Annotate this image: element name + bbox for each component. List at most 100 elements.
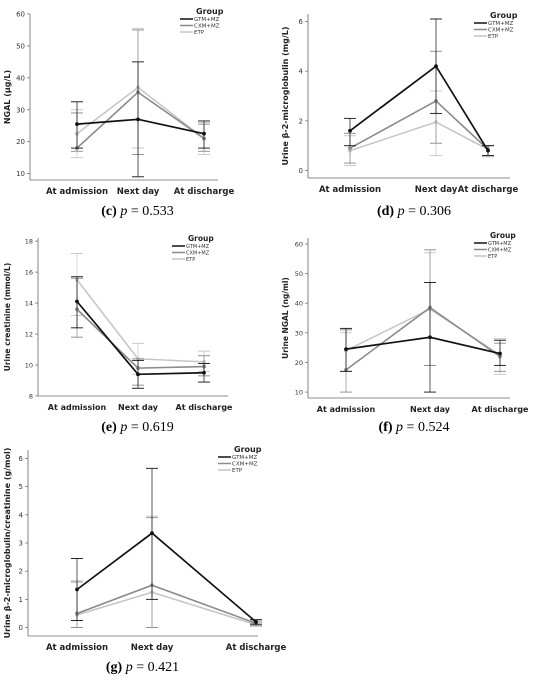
- y-tick-label: 10: [16, 170, 25, 178]
- x-tick-label: Next day: [117, 187, 160, 197]
- legend-entry: ETP: [488, 34, 499, 40]
- y-tick-label: 0: [299, 167, 303, 175]
- caption-value: = 0.533: [127, 204, 174, 219]
- data-point: [202, 131, 206, 136]
- series-line-etp: [76, 279, 205, 363]
- legend-title: Group: [490, 231, 516, 240]
- y-tick-label: 40: [295, 300, 303, 308]
- y-axis-label: Urine β-2-microglobulin (mg/L): [281, 26, 290, 165]
- legend-entry: ETP: [488, 254, 497, 260]
- caption-e: (e) p = 0.619: [0, 420, 275, 436]
- y-tick-label: 1: [19, 596, 23, 604]
- data-point: [136, 372, 140, 377]
- data-point: [75, 587, 79, 592]
- caption-f: (f) p = 0.524: [278, 420, 550, 436]
- x-tick-label: Next day: [415, 185, 458, 195]
- legend-entry: CXM+MZ: [232, 462, 258, 468]
- y-tick-label: 4: [19, 511, 24, 519]
- chart-svg-d: 0 2 4 6 At admission Next day At discharge Urin…: [281, 11, 519, 195]
- y-tick-label: 50: [295, 270, 303, 278]
- y-tick-label: 10: [295, 389, 303, 397]
- legend-entry: GTM+MZ: [232, 455, 258, 461]
- y-axis-label: NGAL (μg/L): [3, 70, 12, 124]
- y-tick-label: 6: [19, 455, 24, 463]
- legend-entry: CXM+MZ: [488, 28, 514, 34]
- chart-panel-c: 10 20 30 40 50 60 At admission Next day At disch…: [0, 0, 275, 232]
- data-point: [486, 148, 490, 153]
- y-tick-label: 0: [19, 624, 23, 632]
- legend-title: Group: [188, 234, 214, 243]
- caption-p: p: [396, 420, 404, 435]
- data-point: [136, 117, 140, 122]
- caption-value: = 0.619: [127, 420, 174, 435]
- legend-entry: GTM+MZ: [488, 241, 512, 247]
- x-tick-label: At admission: [317, 405, 376, 414]
- data-point: [434, 64, 438, 69]
- y-tick-label: 12: [25, 331, 33, 339]
- data-point: [75, 122, 79, 127]
- y-tick-label: 16: [25, 269, 33, 277]
- legend-entry: CXM+MZ: [488, 248, 512, 254]
- y-tick-label: 6: [299, 18, 304, 26]
- chart-panel-d: 0 2 4 6 At admission Next day At discharge Urin…: [278, 0, 550, 232]
- caption-letter: (d): [376, 204, 395, 219]
- caption-value: = 0.306: [404, 204, 452, 219]
- y-tick-label: 20: [295, 359, 303, 367]
- caption-d: (d) p = 0.306: [278, 204, 550, 220]
- y-axis-label: Urine β-2-microglobulin/creatinine (g/mo…: [3, 448, 12, 639]
- legend-entry: GTM+MZ: [488, 21, 514, 27]
- series-line-etp: [76, 591, 257, 626]
- data-point: [150, 531, 154, 536]
- data-point: [498, 351, 502, 356]
- y-tick-label: 2: [19, 568, 23, 576]
- series-line-gtm-mz: [76, 300, 205, 376]
- x-tick-label: At discharge: [176, 403, 234, 412]
- x-tick-label: At admission: [46, 187, 108, 197]
- data-point: [348, 128, 352, 133]
- caption-g: (g) p = 0.421: [0, 660, 285, 676]
- y-tick-label: 40: [16, 74, 25, 82]
- y-tick-label: 20: [16, 138, 25, 146]
- y-tick-label: 60: [16, 11, 25, 19]
- caption-p: p: [120, 420, 128, 435]
- y-axis-label: Urine creatinine (mmol/L): [3, 263, 12, 372]
- caption-letter: (c): [101, 204, 117, 219]
- y-tick-label: 4: [299, 68, 304, 76]
- legend-entry: CXM+MZ: [186, 251, 210, 257]
- y-tick-label: 30: [295, 329, 303, 337]
- chart-svg-f: 10 20 30 40 50 60 At admission Next day At disch…: [281, 231, 529, 414]
- x-tick-label: Next day: [131, 643, 174, 653]
- y-tick-label: 2: [299, 117, 303, 125]
- caption-value: = 0.421: [132, 660, 180, 675]
- y-tick-label: 18: [25, 238, 33, 246]
- y-tick-label: 10: [25, 362, 33, 370]
- legend-entry: ETP: [194, 30, 205, 36]
- y-tick-label: 8: [29, 393, 33, 401]
- caption-letter: (g): [105, 660, 123, 675]
- x-tick-label: Next day: [118, 403, 159, 412]
- caption-letter: (e): [101, 420, 117, 435]
- data-point: [348, 146, 352, 151]
- chart-panel-g: 0 1 2 3 4 5 6 At admission Next day At discharge U…: [0, 436, 286, 686]
- y-tick-label: 5: [19, 483, 23, 491]
- data-point: [428, 335, 432, 340]
- legend-entry: ETP: [232, 468, 243, 474]
- y-tick-label: 60: [295, 240, 303, 248]
- caption-p: p: [120, 204, 128, 219]
- caption-letter: (f): [378, 420, 393, 435]
- legend-entry: GTM+MZ: [194, 17, 220, 23]
- x-tick-label: At discharge: [458, 185, 519, 195]
- x-tick-label: Next day: [410, 405, 451, 414]
- legend-entry: GTM+MZ: [186, 244, 210, 250]
- caption-p: p: [125, 660, 133, 675]
- x-tick-label: At admission: [46, 643, 108, 653]
- chart-svg-e: 8 10 12 14 16 18 At admission Next day At discha…: [3, 234, 234, 412]
- y-tick-label: 14: [25, 300, 33, 308]
- legend-title: Group: [196, 7, 224, 16]
- caption-value: = 0.524: [403, 420, 450, 435]
- data-point: [75, 299, 79, 304]
- legend-entry: ETP: [186, 257, 195, 263]
- y-axis-label: Urine NGAL (ng/ml): [281, 277, 290, 359]
- x-tick-label: At discharge: [174, 187, 235, 197]
- caption-p: p: [397, 204, 405, 219]
